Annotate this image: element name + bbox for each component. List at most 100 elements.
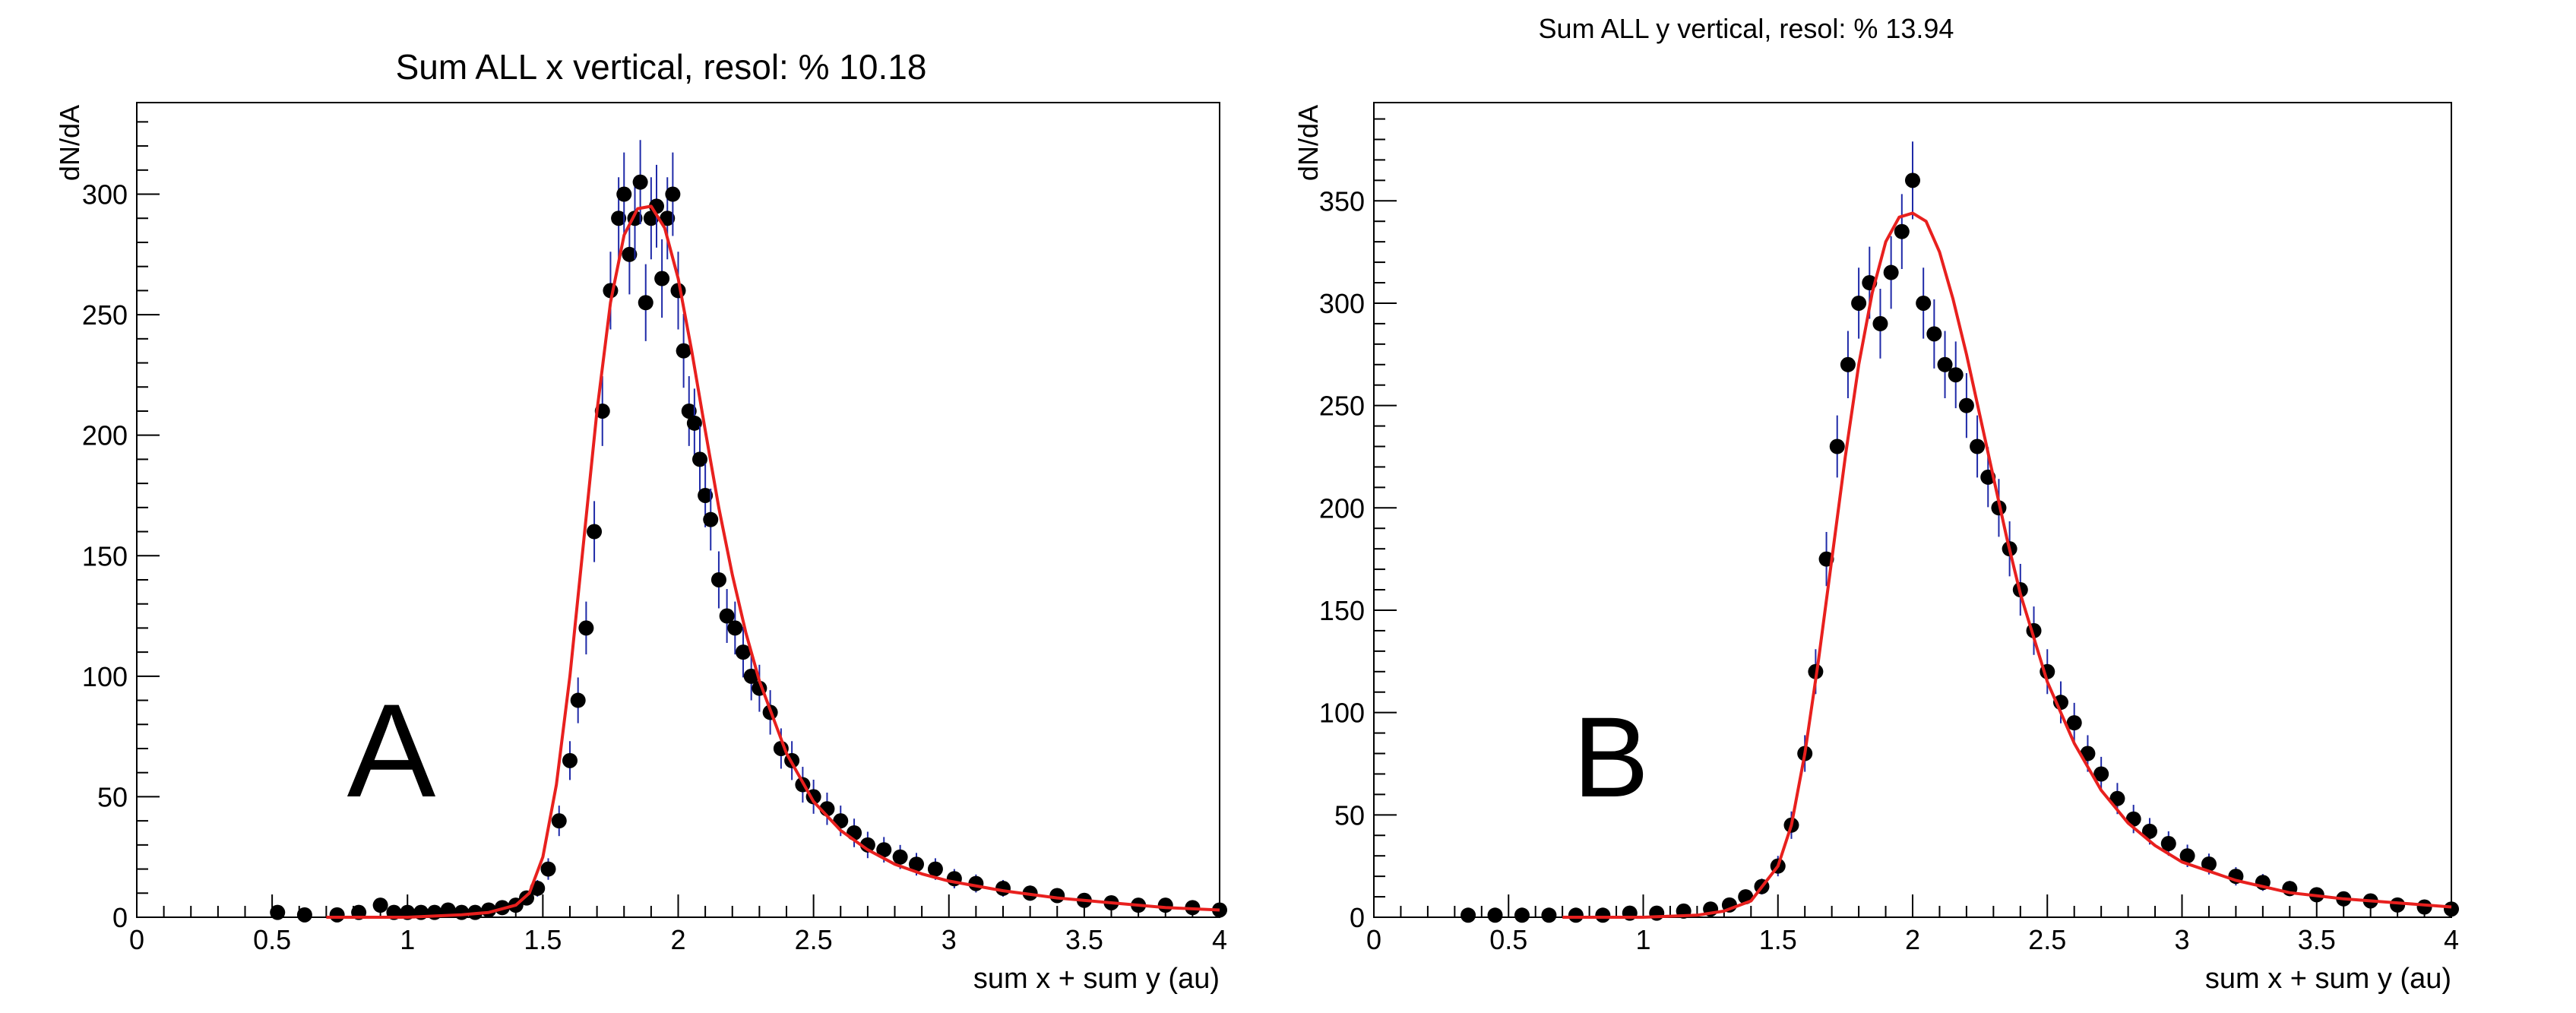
- x-tick-label: 3.5: [1065, 924, 1103, 955]
- data-point: [681, 376, 697, 446]
- x-tick-label: 3.5: [2298, 924, 2336, 955]
- point-marker: [847, 825, 862, 840]
- point-marker: [570, 692, 586, 708]
- chart-panel-a: Sum ALL x vertical, resol: % 10.18 dN/dA…: [54, 47, 1227, 995]
- point-marker: [1840, 356, 1856, 372]
- data-point: [2444, 901, 2459, 917]
- y-tick-label: 0: [1350, 902, 1365, 933]
- point-marker: [1948, 367, 1964, 383]
- data-point: [654, 239, 670, 318]
- point-marker: [540, 861, 556, 877]
- y-tick-label: 0: [112, 902, 128, 933]
- data-point: [638, 264, 653, 341]
- data-point: [1851, 267, 1867, 339]
- panel-letter: A: [347, 677, 436, 825]
- point-marker: [296, 907, 312, 923]
- point-marker: [1926, 326, 1942, 342]
- x-tick-label: 2.5: [795, 924, 833, 955]
- data-point: [1840, 331, 1856, 399]
- data-point: [2390, 897, 2406, 913]
- point-marker: [686, 415, 702, 431]
- y-tick-label: 50: [97, 781, 128, 812]
- point-marker: [2066, 715, 2082, 731]
- data-point: [1487, 907, 1503, 923]
- data-point: [1937, 331, 1953, 399]
- data-point: [703, 488, 719, 551]
- y-tick-label: 150: [82, 540, 128, 571]
- point-marker: [719, 608, 735, 624]
- data-point: [692, 426, 707, 493]
- x-tick-label: 2.5: [2028, 924, 2066, 955]
- chart-title: Sum ALL y vertical, resol: % 13.94: [1539, 13, 1954, 44]
- point-marker: [551, 813, 567, 829]
- y-tick-label: 100: [1319, 698, 1365, 729]
- point-marker: [1541, 907, 1557, 923]
- data-point: [1883, 236, 1899, 309]
- data-point: [587, 501, 603, 562]
- data-point: [1829, 415, 1845, 478]
- point-marker: [611, 211, 627, 226]
- point-marker: [1514, 907, 1530, 923]
- point-marker: [1851, 295, 1867, 311]
- data-point: [2416, 899, 2432, 915]
- point-marker: [736, 644, 751, 660]
- point-marker: [1649, 905, 1665, 921]
- data-point: [676, 314, 691, 388]
- point-marker: [710, 571, 726, 587]
- point-marker: [2201, 856, 2217, 872]
- point-marker: [632, 174, 648, 190]
- data-point: [2093, 756, 2109, 791]
- point-marker: [562, 752, 578, 768]
- y-tick-label: 150: [1319, 595, 1365, 626]
- data-point: [1049, 888, 1065, 904]
- point-marker: [1905, 173, 1920, 188]
- data-point: [1568, 907, 1584, 923]
- y-tick-label: 350: [1319, 185, 1365, 217]
- y-tick-label: 50: [1334, 799, 1365, 831]
- data-point: [372, 897, 388, 913]
- data-point: [540, 858, 556, 880]
- point-marker: [1487, 907, 1503, 923]
- x-tick-label: 0.5: [253, 924, 291, 955]
- point-marker: [270, 904, 286, 920]
- point-marker: [2390, 897, 2406, 913]
- point-marker: [329, 907, 345, 923]
- point-marker: [1894, 223, 1910, 239]
- point-marker: [892, 849, 908, 865]
- point-marker: [1970, 438, 1986, 454]
- x-tick-label: 0: [129, 924, 144, 955]
- point-marker: [372, 897, 388, 913]
- x-tick-label: 3: [941, 924, 957, 955]
- point-marker: [1049, 888, 1065, 904]
- y-tick-label: 250: [82, 299, 128, 331]
- y-axis-label: dN/dA: [54, 105, 85, 181]
- point-marker: [1937, 356, 1953, 372]
- point-marker: [587, 524, 603, 540]
- point-marker: [665, 186, 681, 202]
- point-marker: [703, 511, 719, 527]
- data-point: [2160, 831, 2176, 856]
- data-point: [2066, 702, 2082, 743]
- y-tick-label: 300: [1319, 288, 1365, 319]
- data-point: [1905, 141, 1920, 220]
- point-marker: [454, 904, 470, 920]
- panel-letter: B: [1573, 693, 1649, 821]
- data-point: [570, 677, 586, 723]
- point-marker: [616, 186, 632, 202]
- x-tick-label: 1: [1635, 924, 1650, 955]
- y-tick-label: 200: [1319, 492, 1365, 524]
- data-point: [727, 601, 743, 655]
- x-tick-label: 0: [1366, 924, 1381, 955]
- x-tick-label: 1.5: [1759, 924, 1797, 955]
- point-marker: [660, 211, 676, 226]
- data-point: [686, 388, 702, 458]
- data-point: [1926, 299, 1942, 369]
- data-point: [710, 551, 726, 609]
- point-marker: [2444, 901, 2459, 917]
- data-point: [551, 806, 567, 837]
- data-point: [454, 904, 470, 920]
- point-marker: [622, 246, 638, 262]
- point-marker: [1568, 907, 1584, 923]
- data-point: [616, 152, 632, 236]
- point-marker: [654, 271, 670, 286]
